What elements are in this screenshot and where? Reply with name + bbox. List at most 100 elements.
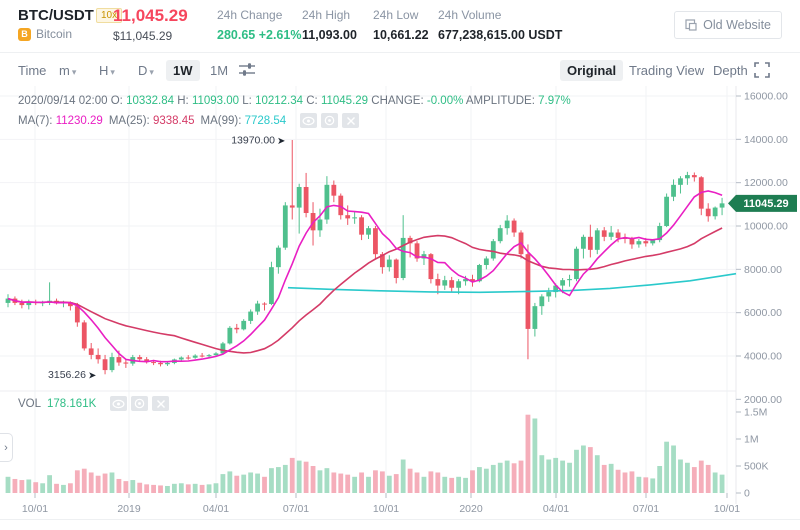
interval-1w[interactable]: 1W (166, 60, 200, 81)
volume-bar (109, 472, 115, 493)
volume-bar (19, 480, 25, 493)
volume-bar (490, 464, 496, 493)
interval-days[interactable]: D ▾ (138, 63, 154, 78)
candle-body (435, 279, 441, 286)
candle-body (234, 327, 240, 330)
leverage-badge[interactable]: 10x (96, 8, 123, 23)
volume-bar (26, 479, 32, 493)
candle-body (137, 357, 143, 360)
candle-body (331, 184, 337, 196)
volume-bar (359, 472, 364, 493)
bitcoin-coin-icon: B (18, 27, 31, 41)
ma25-line (7, 227, 723, 354)
vol-visibility-eye-icon[interactable] (110, 396, 128, 411)
ma7-label: MA(7): (18, 114, 53, 127)
volume-bar (275, 467, 281, 493)
ma25-label: MA(25): (108, 114, 150, 127)
volume-bar (144, 484, 150, 493)
volume-bar (539, 455, 545, 493)
fullscreen-icon[interactable] (754, 62, 770, 83)
vol-settings-icon[interactable] (131, 396, 149, 411)
vol-close-icon[interactable] (152, 396, 170, 411)
volume-bar (158, 485, 163, 493)
candle-body (26, 301, 32, 306)
candle-body (636, 241, 642, 245)
ma-settings-icon[interactable] (321, 113, 339, 128)
low-label: L: (242, 95, 252, 107)
volume-bar (373, 470, 378, 493)
chevron-down-icon: ▾ (71, 67, 77, 77)
panel-expand-button[interactable]: › (0, 433, 13, 462)
volume-bar (352, 476, 358, 493)
volume-bar (698, 460, 704, 493)
volume-bar (705, 464, 711, 493)
candle-body (379, 254, 385, 268)
stat-24h-volume: 24h Volume 677,238,615.00 USDT (438, 8, 562, 42)
candle-body (213, 353, 219, 356)
price-tick-label: 2000.00 (744, 394, 782, 406)
volume-bar (428, 471, 434, 493)
volume-bar (470, 470, 475, 493)
volume-bar (248, 472, 254, 493)
old-website-label: Old Website (703, 18, 771, 32)
ma99-value: 7728.54 (244, 114, 287, 127)
candle-body (483, 258, 489, 265)
volume-tick-label: 1.5M (744, 407, 767, 419)
candle-body (449, 280, 455, 288)
stat-value: 280.65 +2.61% (217, 28, 302, 42)
candle-body (629, 238, 635, 245)
volume-bar (366, 476, 371, 493)
volume-bar (386, 475, 392, 493)
volume-bar (629, 471, 635, 493)
candle-body (664, 196, 670, 226)
interval-minutes[interactable]: m ▾ (59, 63, 77, 78)
candle-body (393, 259, 399, 278)
volume-bar (5, 476, 11, 493)
candle-body (470, 279, 475, 282)
volume-tick-label: 0 (744, 488, 750, 500)
volume-bar (435, 472, 441, 493)
candle-body (241, 320, 247, 330)
volume-bar (74, 470, 80, 493)
old-website-button[interactable]: Old Website (674, 11, 782, 39)
candle-body (88, 348, 94, 355)
x-tick-label: 10/01 (22, 503, 48, 515)
candle-body (587, 236, 593, 250)
candle-body (414, 243, 420, 259)
candle-body (275, 247, 281, 268)
volume-bar (608, 463, 614, 493)
ma99-label: MA(99): (200, 114, 242, 127)
candle-body (67, 302, 73, 307)
candle-body (366, 228, 371, 235)
volume-bar (532, 418, 538, 493)
volume-bar (594, 455, 600, 493)
indicator-settings-icon[interactable] (238, 62, 256, 82)
bottom-divider (0, 519, 800, 520)
candle-body (352, 217, 358, 219)
stat-label: 24h Volume (438, 8, 502, 22)
candle-body (227, 327, 233, 344)
x-tick-label: 07/01 (633, 503, 659, 515)
ma7-value: 11230.29 (55, 114, 103, 127)
volume-bar (525, 414, 531, 493)
ma-close-icon[interactable] (342, 113, 360, 128)
price-chart-canvas[interactable]: 16000.00 14000.00 12000.00 10000.00 8000.00 6… (0, 86, 800, 525)
volume-bar (40, 483, 46, 493)
candle-body (504, 220, 510, 229)
candle-body (248, 311, 254, 321)
volume-bar (165, 485, 170, 493)
view-depth[interactable]: Depth (713, 63, 748, 78)
interval-hours[interactable]: H ▾ (99, 63, 115, 78)
interval-1m[interactable]: 1M (210, 63, 229, 78)
volume-bar (581, 445, 586, 493)
volume-bar (324, 468, 330, 493)
view-original[interactable]: Original (560, 60, 624, 81)
volume-bar (116, 478, 122, 493)
annotation-arrow-icon: ➤ (277, 136, 285, 147)
stat-label: 24h Change (217, 8, 283, 22)
candle-body (442, 280, 448, 286)
ma-visibility-eye-icon[interactable] (300, 113, 318, 128)
candle-body (317, 219, 323, 231)
view-tradingview[interactable]: Trading View (629, 63, 705, 78)
candle-body (574, 248, 579, 280)
